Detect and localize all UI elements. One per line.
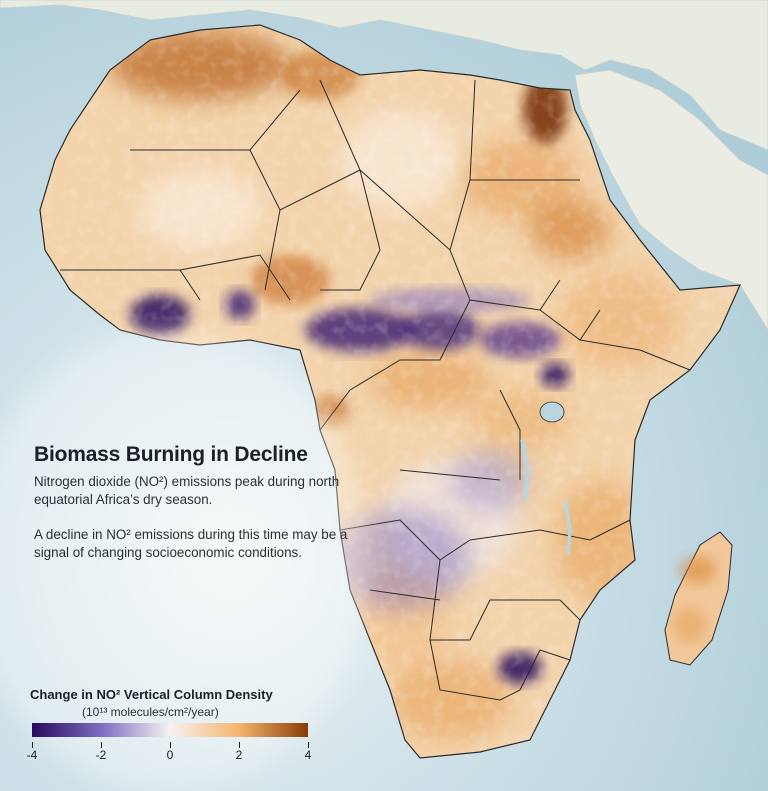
- europe-landmass: [0, 0, 768, 151]
- caption-block: Biomass Burning in Decline Nitrogen diox…: [34, 443, 364, 562]
- legend-tick-label: 0: [166, 748, 174, 762]
- legend-tick: [31, 742, 33, 748]
- caption-paragraph-2: A decline in NO² emissions during this t…: [34, 527, 348, 560]
- legend-tick: [169, 742, 171, 748]
- legend-tick-label: -4: [26, 748, 38, 762]
- legend-tick: [100, 742, 102, 748]
- legend-tick: [307, 742, 309, 748]
- madagascar: [664, 531, 733, 666]
- lake-tanganyika: [520, 439, 531, 501]
- legend-units: (10¹³ molecules/cm²/year): [82, 705, 219, 719]
- legend-tick-label: 4: [304, 748, 312, 762]
- text-backdrop: [0, 330, 370, 790]
- lake-victoria: [539, 401, 565, 423]
- legend-ticks: -4 -2 0 2 4: [27, 742, 311, 762]
- map-title: Biomass Burning in Decline: [34, 443, 308, 466]
- color-legend: Change in NO² Vertical Column Density (1…: [27, 687, 330, 762]
- country-borders: [60, 79, 691, 701]
- lake-malawi: [563, 499, 572, 556]
- legend-colorbar: [32, 723, 308, 737]
- legend-title: Change in NO² Vertical Column Density: [30, 687, 273, 702]
- legend-tick-label: -2: [95, 748, 107, 762]
- legend-tick-label: 2: [235, 748, 243, 762]
- caption-paragraph-1: Nitrogen dioxide (NO²) emissions peak du…: [34, 474, 340, 507]
- legend-tick: [238, 742, 240, 748]
